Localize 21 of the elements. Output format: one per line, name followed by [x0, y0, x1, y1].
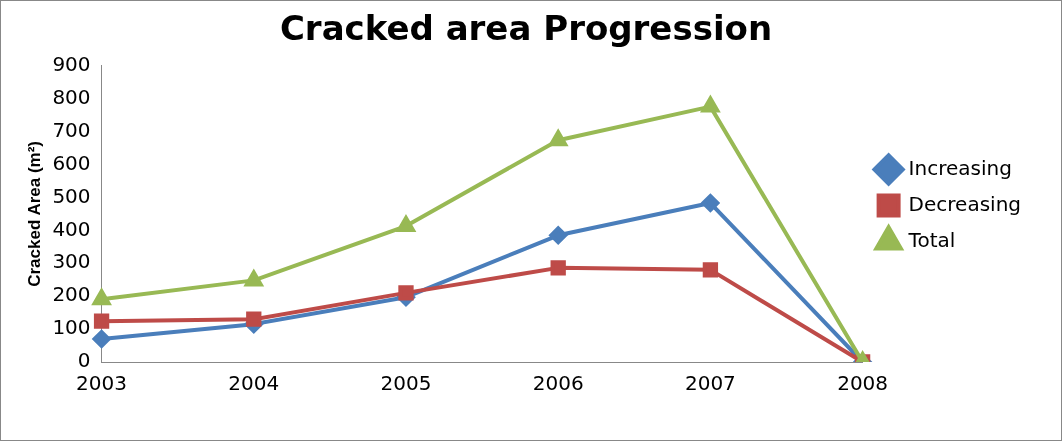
y-tick-label: 900: [52, 52, 91, 76]
x-tick-label: 2007: [684, 371, 736, 396]
y-tick-label: 500: [52, 183, 91, 208]
y-tick-label: 700: [52, 117, 91, 142]
y-tick-label: 300: [52, 249, 91, 274]
y-tick-label: 0: [77, 348, 91, 373]
x-tick-label: 2004: [228, 371, 280, 396]
y-axis-title: Cracked Area (m²): [24, 140, 44, 287]
legend-label: Decreasing: [908, 191, 1022, 216]
legend-label: Total: [907, 227, 956, 252]
y-tick-label: 800: [52, 84, 91, 109]
x-tick-label: 2008: [837, 371, 889, 396]
y-tick-label: 400: [52, 216, 91, 241]
y-tick-label: 600: [52, 150, 91, 175]
x-tick-label: 2005: [380, 371, 432, 396]
chart-title: Cracked area Progression: [279, 8, 773, 49]
y-tick-label: 200: [52, 282, 91, 307]
x-tick-label: 2003: [76, 371, 128, 396]
x-tick-label: 2006: [532, 371, 584, 396]
y-tick-label: 100: [52, 315, 91, 340]
legend-label: Increasing: [908, 155, 1012, 180]
